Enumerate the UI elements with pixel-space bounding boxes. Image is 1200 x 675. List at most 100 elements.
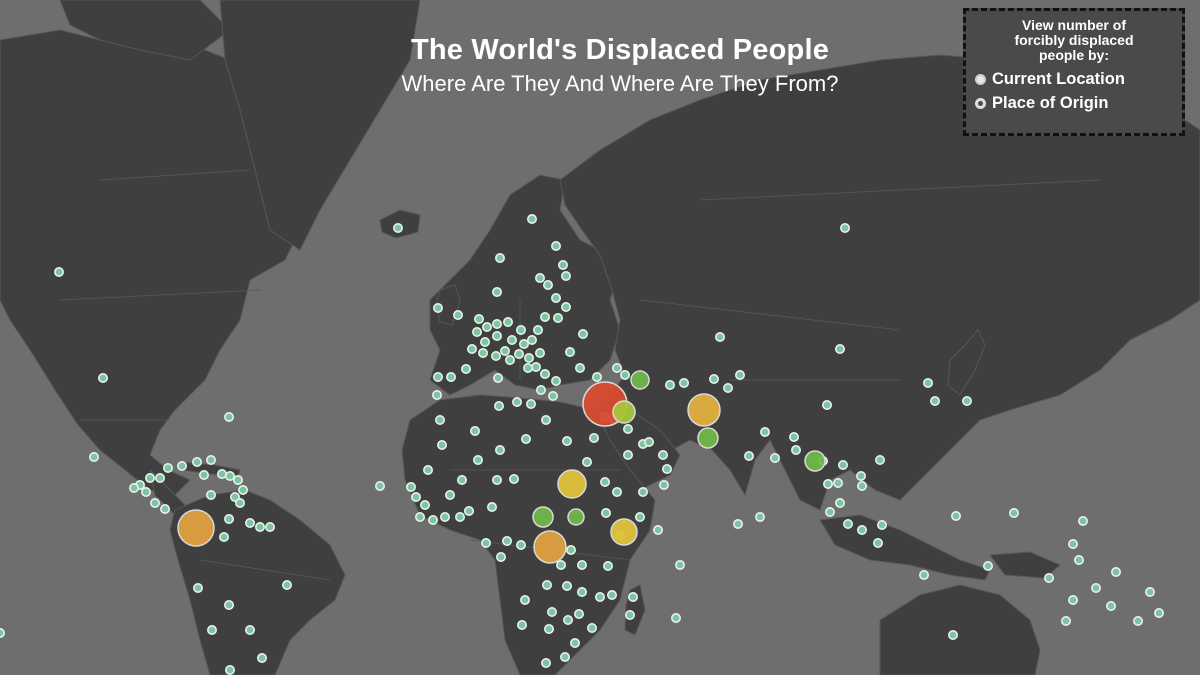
small-marker[interactable] [664, 379, 675, 390]
small-marker[interactable] [961, 395, 972, 406]
small-marker[interactable] [769, 452, 780, 463]
small-marker[interactable] [155, 472, 166, 483]
small-marker[interactable] [245, 624, 256, 635]
small-marker[interactable] [1145, 586, 1156, 597]
marker-afghanistan[interactable] [687, 393, 721, 427]
small-marker[interactable] [821, 399, 832, 410]
small-marker[interactable] [145, 472, 156, 483]
small-marker[interactable] [160, 503, 171, 514]
small-marker[interactable] [550, 241, 561, 252]
small-marker[interactable] [874, 454, 885, 465]
small-marker[interactable] [759, 426, 770, 437]
small-marker[interactable] [588, 432, 599, 443]
small-marker[interactable] [481, 321, 492, 332]
small-marker[interactable] [419, 499, 430, 510]
small-marker[interactable] [594, 591, 605, 602]
small-marker[interactable] [129, 482, 140, 493]
small-marker[interactable] [511, 396, 522, 407]
small-marker[interactable] [561, 580, 572, 591]
small-marker[interactable] [525, 398, 536, 409]
small-marker[interactable] [674, 559, 685, 570]
marker-central-african-republic[interactable] [532, 506, 554, 528]
small-marker[interactable] [532, 324, 543, 335]
small-marker[interactable] [491, 318, 502, 329]
small-marker[interactable] [714, 331, 725, 342]
small-marker[interactable] [599, 476, 610, 487]
small-marker[interactable] [550, 292, 561, 303]
small-marker[interactable] [602, 560, 613, 571]
small-marker[interactable] [543, 623, 554, 634]
small-marker[interactable] [98, 372, 109, 383]
marker-myanmar[interactable] [804, 450, 826, 472]
small-marker[interactable] [1111, 566, 1122, 577]
small-marker[interactable] [652, 524, 663, 535]
small-marker[interactable] [557, 259, 568, 270]
option-place-of-origin[interactable]: Place of Origin [975, 91, 1182, 115]
small-marker[interactable] [466, 343, 477, 354]
small-marker[interactable] [499, 345, 510, 356]
small-marker[interactable] [469, 425, 480, 436]
small-marker[interactable] [444, 489, 455, 500]
small-marker[interactable] [541, 579, 552, 590]
small-marker[interactable] [480, 537, 491, 548]
option-current-location[interactable]: Current Location [975, 67, 1182, 91]
small-marker[interactable] [1133, 615, 1144, 626]
small-marker[interactable] [561, 435, 572, 446]
small-marker[interactable] [732, 518, 743, 529]
small-marker[interactable] [217, 468, 228, 479]
small-marker[interactable] [439, 511, 450, 522]
small-marker[interactable] [206, 454, 217, 465]
small-marker[interactable] [436, 439, 447, 450]
small-marker[interactable] [606, 589, 617, 600]
small-marker[interactable] [550, 375, 561, 386]
small-marker[interactable] [1091, 582, 1102, 593]
small-marker[interactable] [515, 324, 526, 335]
small-marker[interactable] [643, 436, 654, 447]
small-marker[interactable] [576, 559, 587, 570]
small-marker[interactable] [225, 664, 236, 675]
small-marker[interactable] [516, 619, 527, 630]
small-marker[interactable] [627, 591, 638, 602]
small-marker[interactable] [513, 348, 524, 359]
small-marker[interactable] [414, 511, 425, 522]
small-marker[interactable] [0, 628, 5, 638]
small-marker[interactable] [405, 481, 416, 492]
small-marker[interactable] [581, 456, 592, 467]
small-marker[interactable] [539, 311, 550, 322]
small-marker[interactable] [622, 449, 633, 460]
small-marker[interactable] [788, 431, 799, 442]
small-marker[interactable] [256, 652, 267, 663]
marker-south-sudan[interactable] [533, 530, 567, 564]
small-marker[interactable] [281, 579, 292, 590]
small-marker[interactable] [540, 657, 551, 668]
small-marker[interactable] [225, 470, 236, 481]
small-marker[interactable] [834, 343, 845, 354]
small-marker[interactable] [504, 354, 515, 365]
small-marker[interactable] [822, 478, 833, 489]
small-marker[interactable] [622, 423, 633, 434]
small-marker[interactable] [1044, 572, 1055, 583]
small-marker[interactable] [463, 505, 474, 516]
small-marker[interactable] [577, 328, 588, 339]
small-marker[interactable] [591, 371, 602, 382]
marker-somalia[interactable] [610, 518, 638, 546]
small-marker[interactable] [534, 272, 545, 283]
small-marker[interactable] [1061, 615, 1072, 626]
marker-colombia[interactable] [177, 509, 215, 547]
small-marker[interactable] [526, 334, 537, 345]
small-marker[interactable] [454, 511, 465, 522]
small-marker[interactable] [456, 474, 467, 485]
small-marker[interactable] [508, 473, 519, 484]
small-marker[interactable] [722, 382, 733, 393]
small-marker[interactable] [427, 514, 438, 525]
small-marker[interactable] [224, 411, 235, 422]
small-marker[interactable] [471, 326, 482, 337]
small-marker[interactable] [490, 350, 501, 361]
small-marker[interactable] [495, 551, 506, 562]
small-marker[interactable] [233, 474, 244, 485]
small-marker[interactable] [193, 582, 204, 593]
small-marker[interactable] [445, 371, 456, 382]
small-marker[interactable] [523, 352, 534, 363]
